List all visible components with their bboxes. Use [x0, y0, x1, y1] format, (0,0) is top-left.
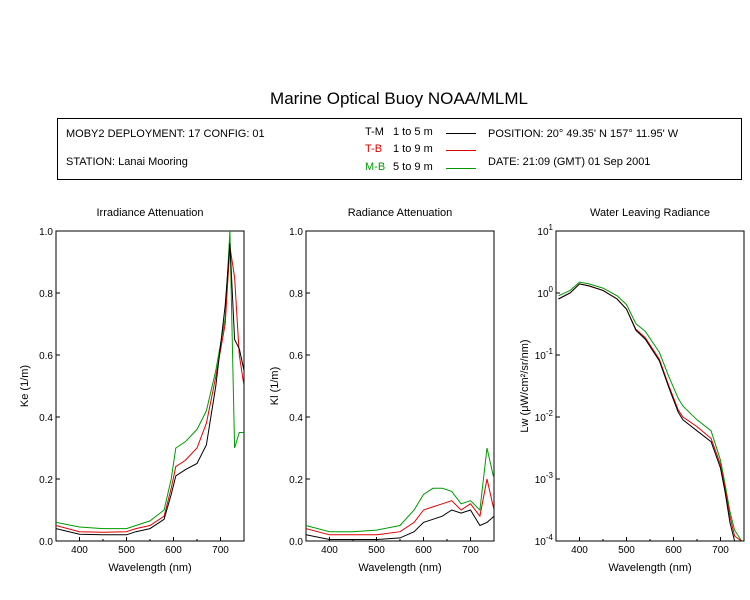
x-tick-label: 500	[368, 545, 385, 556]
series-line-t-m	[306, 509, 494, 540]
y-tick-label: 0.2	[39, 475, 53, 486]
series-line-t-m	[558, 283, 742, 541]
chart-panel-3: Water Leaving Radiance 400 500 600 700 10-4 10…	[519, 207, 745, 574]
x-tick-label: 700	[712, 545, 729, 556]
x-tick-label: 400	[321, 545, 338, 556]
series-line-t-b	[56, 246, 244, 533]
legend-code: T-M	[365, 126, 384, 138]
y-tick-label: 1.0	[39, 227, 53, 238]
y-tick-label: 0.8	[289, 289, 303, 300]
series-line-t-m	[56, 243, 244, 536]
legend-line	[446, 133, 476, 134]
panel-title: Water Leaving Radiance	[590, 207, 710, 219]
x-tick-label: 500	[118, 545, 135, 556]
legend-range: 1 to 9 m	[393, 143, 433, 155]
y-tick-label: 0.2	[289, 475, 303, 486]
legend-range: 1 to 5 m	[393, 126, 433, 138]
x-tick-label: 600	[415, 545, 432, 556]
y-tick-label: 1.0	[289, 227, 303, 238]
x-tick-label: 600	[165, 545, 182, 556]
y-tick-label: 10-4	[535, 533, 554, 548]
x-tick-label: 500	[618, 545, 635, 556]
y-tick-label: 10-1	[535, 347, 554, 362]
y-tick-label: 0.0	[289, 537, 303, 548]
y-axis-label: Lw (μW/cm²/sr/nm)	[519, 339, 531, 432]
x-tick-label: 400	[571, 545, 588, 556]
x-tick-label: 700	[212, 545, 229, 556]
chart-panel-1: Irradiance Attenuation 400 500 600 700 0.0 0.2…	[19, 207, 245, 574]
y-tick-label: 101	[537, 223, 553, 238]
y-tick-label: 0.0	[39, 537, 53, 548]
legend-range: 5 to 9 m	[393, 161, 433, 173]
y-tick-label: 10-2	[535, 409, 554, 424]
plot-frame	[305, 230, 495, 542]
x-tick-label: 400	[71, 545, 88, 556]
legend-line	[446, 168, 476, 169]
station-text: STATION: Lanai Mooring	[66, 156, 188, 168]
position-text: POSITION: 20° 49.35' N 157° 11.95' W	[488, 128, 679, 140]
y-tick-label: 0.8	[39, 289, 53, 300]
y-tick-label: 100	[537, 285, 553, 300]
y-tick-label: 0.4	[289, 413, 303, 424]
chart-panel-2: Radiance Attenuation 400 500 600 700 0.0 0.2 0.…	[269, 207, 495, 574]
series-line-m-b	[306, 447, 494, 533]
series-line-t-b	[306, 478, 494, 536]
x-axis-label: Wavelength (nm)	[608, 562, 691, 574]
y-tick-label: 0.6	[289, 351, 303, 362]
date-text: DATE: 21:09 (GMT) 01 Sep 2001	[488, 156, 651, 168]
y-tick-label: 0.4	[39, 413, 53, 424]
x-tick-label: 700	[462, 545, 479, 556]
series-line-m-b	[56, 231, 244, 530]
y-axis-label: Ke (1/m)	[19, 365, 31, 407]
plot-frame	[555, 230, 745, 542]
panel-title: Radiance Attenuation	[348, 207, 453, 219]
x-axis-label: Wavelength (nm)	[108, 562, 191, 574]
y-tick-label: 0.6	[39, 351, 53, 362]
y-tick-label: 10-3	[535, 471, 554, 486]
x-axis-label: Wavelength (nm)	[358, 562, 441, 574]
panel-title: Irradiance Attenuation	[96, 207, 203, 219]
legend-code: M-B	[365, 161, 386, 173]
deployment-text: MOBY2 DEPLOYMENT: 17 CONFIG: 01	[66, 128, 265, 140]
series-line-t-b	[558, 283, 742, 541]
info-panel: MOBY2 DEPLOYMENT: 17 CONFIG: 01 STATION:…	[57, 118, 742, 180]
y-axis-label: Kl (1/m)	[269, 367, 281, 406]
legend-code: T-B	[365, 143, 383, 155]
chart-title: Marine Optical Buoy NOAA/MLML	[270, 89, 528, 108]
x-tick-label: 600	[665, 545, 682, 556]
legend-line	[446, 150, 476, 151]
series-line-m-b	[558, 281, 743, 541]
